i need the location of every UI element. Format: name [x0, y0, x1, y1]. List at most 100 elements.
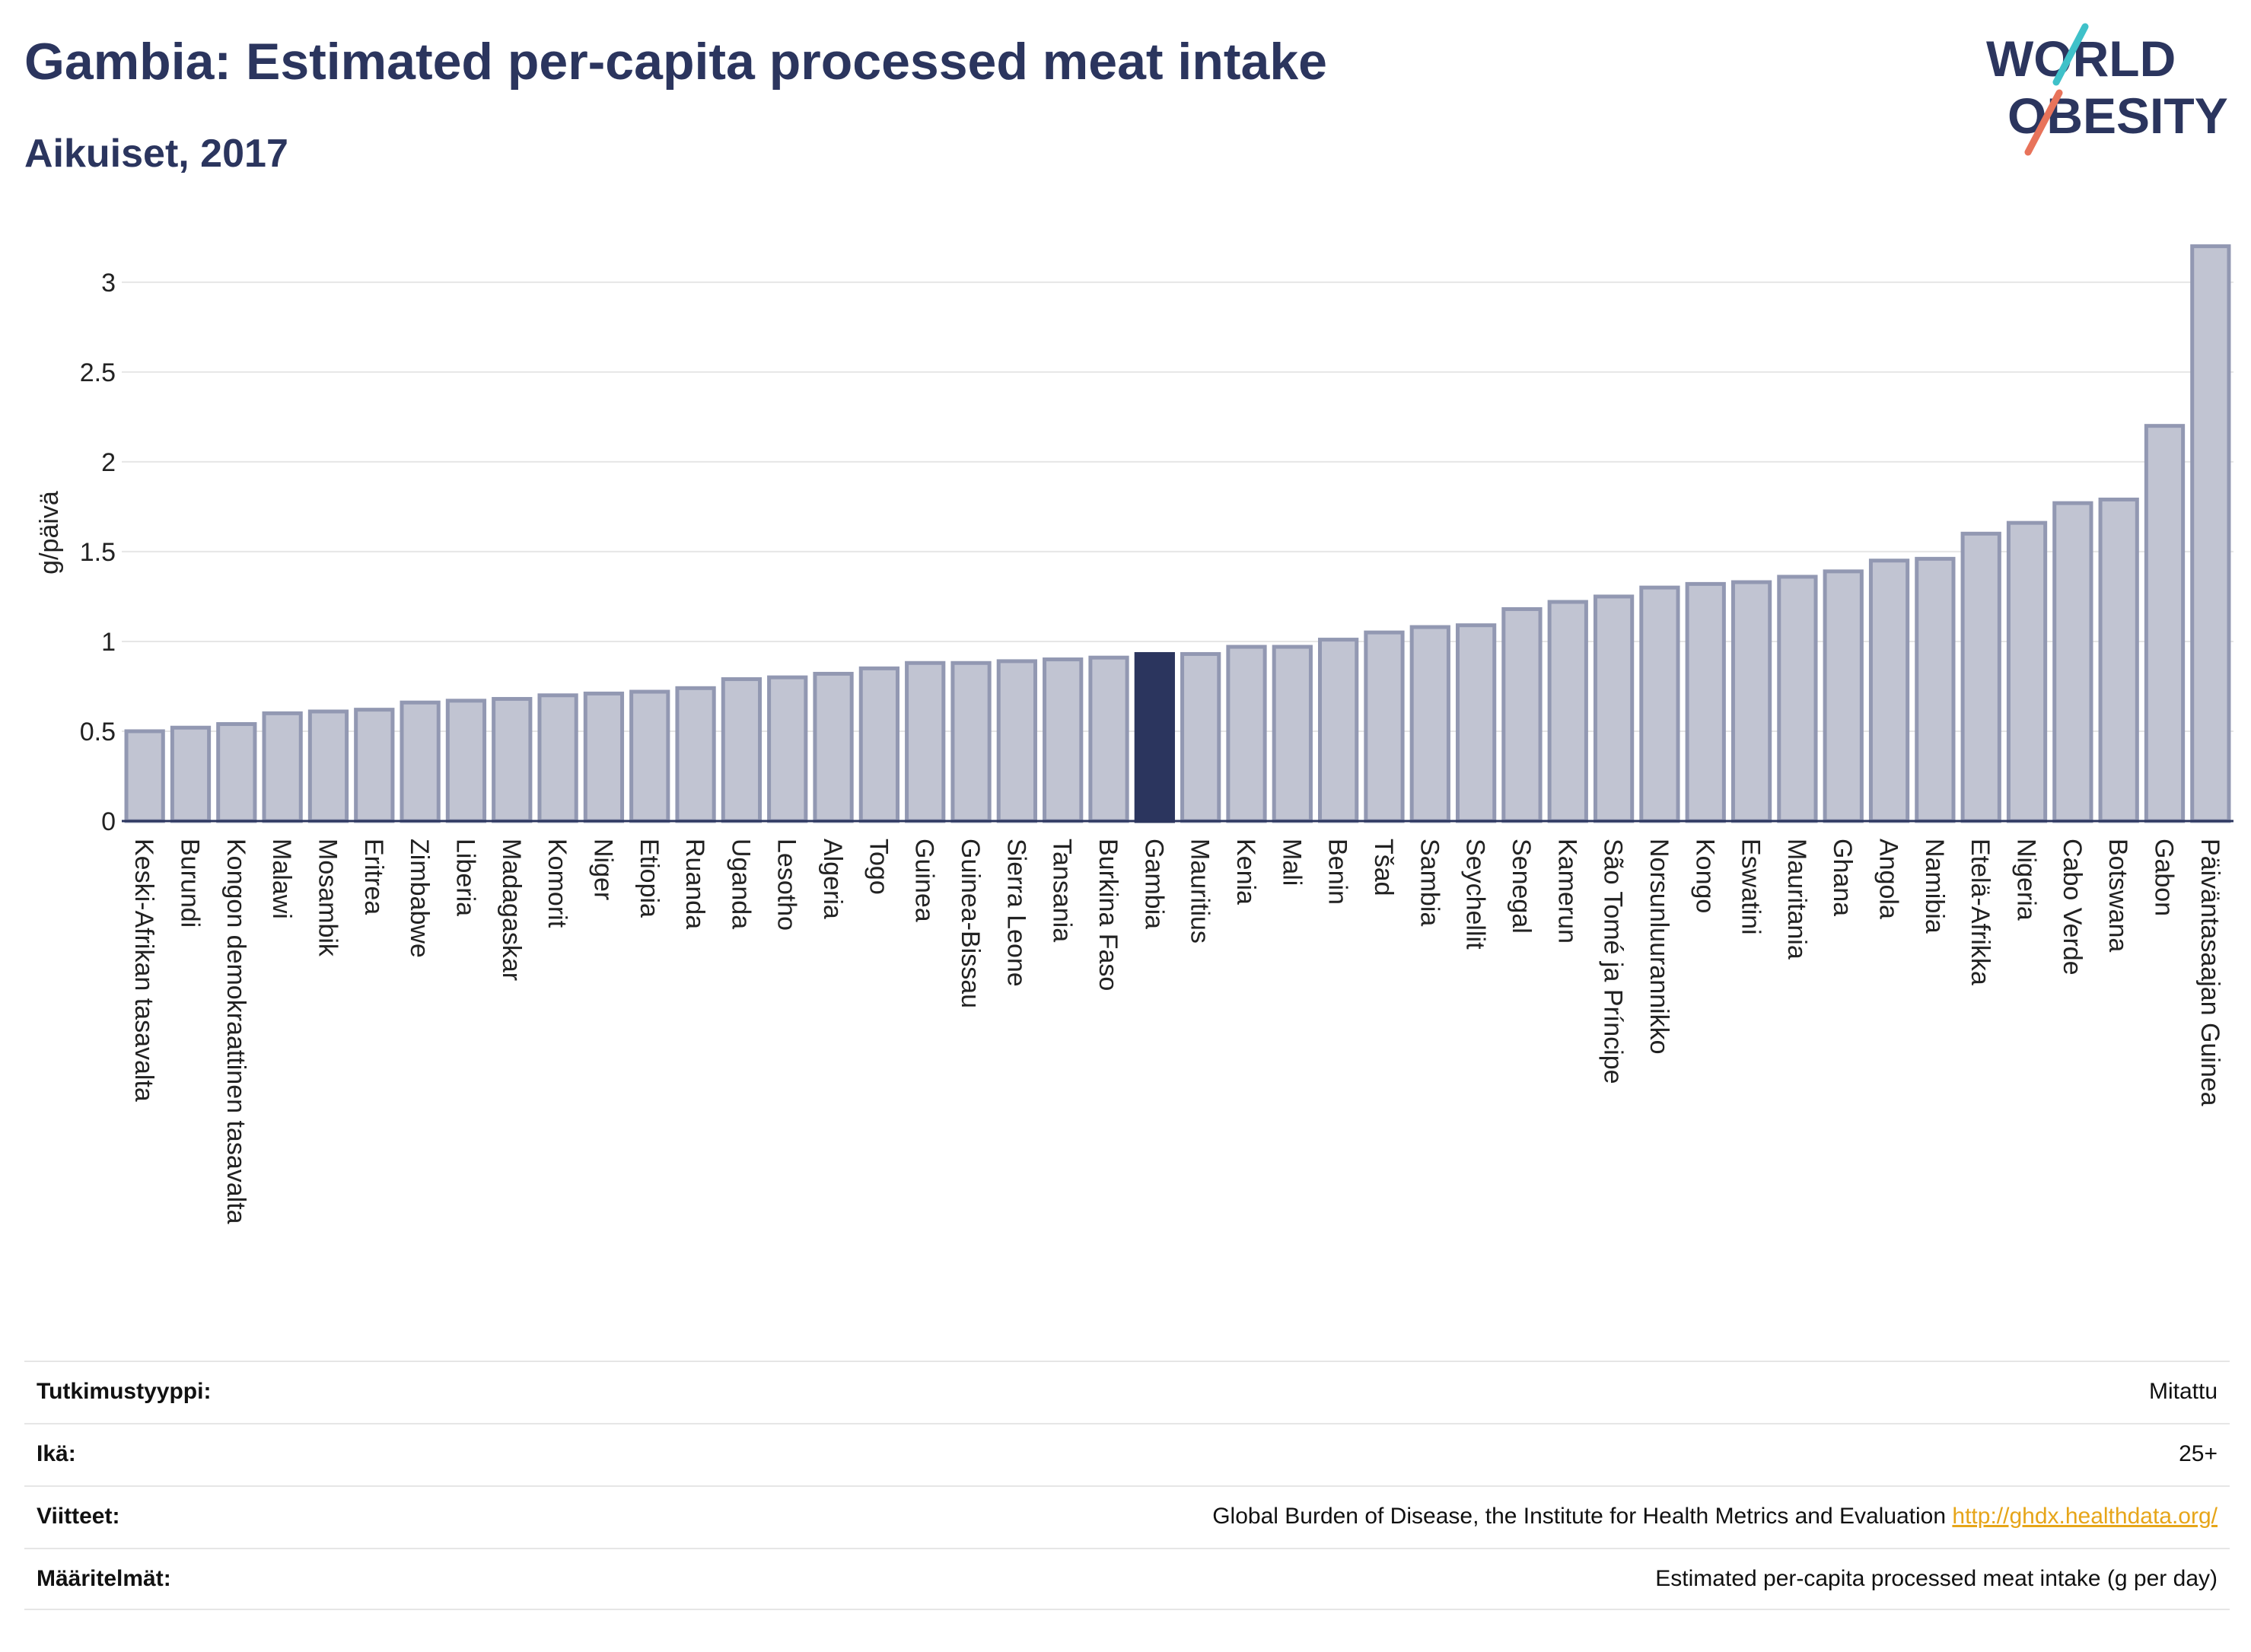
bar	[583, 691, 625, 823]
bar	[1593, 594, 1635, 823]
bar	[262, 711, 303, 823]
y-tick-label: 2.5	[80, 358, 116, 387]
bar	[445, 699, 487, 823]
bar	[492, 696, 533, 823]
y-tick-label: 1	[101, 628, 116, 657]
bar	[124, 729, 165, 823]
x-category-label: Etelä-Afrikka	[1966, 839, 1995, 985]
bar	[767, 675, 808, 823]
bar	[1639, 585, 1680, 823]
bar	[629, 689, 670, 823]
x-category-label: Botswana	[2103, 839, 2132, 952]
bar	[1272, 645, 1313, 823]
x-category-label: Ghana	[1828, 839, 1857, 916]
x-category-label: Burkina Faso	[1094, 839, 1122, 991]
bar	[1823, 569, 1864, 823]
x-category-label: Kenia	[1231, 839, 1260, 905]
x-category-label: Etiopia	[635, 839, 664, 918]
y-tick-label: 3	[101, 269, 116, 298]
bar	[307, 709, 349, 823]
x-category-label: Guinea	[910, 839, 939, 922]
x-category-label: Kamerun	[1552, 839, 1581, 944]
y-tick-labels: 0 0.5 1 1.5 2 2.5 3	[80, 269, 116, 836]
bar	[905, 660, 946, 823]
x-category-label: Algeria	[818, 839, 847, 919]
meta-row-study-type: Tutkimustyyppi: Mitattu	[24, 1361, 2230, 1423]
bar	[2052, 501, 2093, 823]
bar	[170, 725, 212, 823]
bar	[1043, 657, 1084, 823]
x-category-label: Mali	[1277, 839, 1306, 886]
x-category-label: Tšad	[1369, 839, 1398, 896]
bar	[1501, 606, 1543, 823]
meta-row-age: Ikä: 25+	[24, 1423, 2230, 1485]
bar	[1364, 630, 1405, 823]
bar	[1777, 575, 1818, 823]
x-category-label: Ruanda	[680, 839, 709, 929]
x-category-label: Eswatini	[1737, 839, 1765, 935]
x-category-label: Tansania	[1048, 839, 1077, 942]
x-category-label: São Tomé ja Príncipe	[1599, 839, 1628, 1084]
bar	[1226, 645, 1267, 823]
bar	[2144, 424, 2186, 823]
bar	[537, 693, 578, 823]
x-category-label: Mauritius	[1186, 839, 1215, 944]
x-category-label: Nigeria	[2012, 839, 2041, 921]
x-category-label: Burundi	[175, 839, 204, 928]
logo-slash-teal	[2052, 23, 2089, 86]
bars	[124, 244, 2231, 823]
bar	[950, 660, 992, 823]
x-category-label: Angola	[1874, 839, 1903, 919]
bar	[1455, 623, 1497, 823]
bar	[996, 659, 1037, 823]
x-category-label: Togo	[864, 839, 893, 895]
x-category-label: Cabo Verde	[2058, 839, 2087, 976]
bar	[813, 671, 854, 823]
bar	[2098, 497, 2139, 823]
bar	[400, 700, 441, 823]
meta-value: Estimated per-capita processed meat inta…	[1655, 1566, 2218, 1591]
y-tick-label: 0	[101, 807, 116, 836]
meta-value: Mitattu	[2148, 1379, 2218, 1404]
bar	[2190, 244, 2231, 823]
page-title: Gambia: Estimated per-capita processed m…	[24, 33, 1327, 91]
x-category-label: Uganda	[726, 839, 755, 929]
bar	[1318, 638, 1359, 823]
x-category-label: Sierra Leone	[1001, 839, 1030, 987]
x-category-label: Madagaskar	[497, 839, 526, 981]
meta-label: Ikä:	[37, 1441, 76, 1466]
bar	[1960, 531, 2001, 823]
world-obesity-logo: WORLD OBESITY	[1986, 23, 2228, 156]
meta-row-definitions: Määritelmät: Estimated per-capita proces…	[24, 1548, 2230, 1610]
x-category-label: Senegal	[1507, 839, 1536, 934]
x-category-labels: Keski-Afrikan tasavalta Burundi Kongon dem…	[129, 839, 2224, 1224]
bar	[675, 686, 716, 823]
x-category-label: Kongon demokraattinen tasavalta	[221, 839, 250, 1224]
meta-label: Viitteet:	[37, 1504, 120, 1529]
bar-highlighted	[1134, 651, 1175, 823]
bar	[1685, 581, 1726, 823]
reference-link[interactable]: http://ghdx.healthdata.org/	[1952, 1504, 2218, 1529]
x-category-label: Keski-Afrikan tasavalta	[129, 839, 158, 1102]
x-category-label: Kongo	[1690, 839, 1719, 913]
bar-chart: 0 0.5 1 1.5 2 2.5 3 Keski-Afrikan tasavalta Bur…	[35, 244, 2233, 1224]
x-category-label: Gabon	[2150, 839, 2179, 916]
bar	[721, 677, 763, 823]
x-category-label: Komorit	[543, 839, 572, 928]
x-category-label: Mauritania	[1782, 839, 1811, 960]
x-category-label: Niger	[588, 839, 617, 900]
bar	[1730, 580, 1772, 823]
bar	[354, 708, 395, 823]
meta-label: Määritelmät:	[37, 1566, 171, 1591]
x-category-label: Namibia	[1920, 839, 1949, 934]
bar	[1547, 600, 1588, 823]
x-category-label: Sambia	[1415, 839, 1444, 926]
meta-value-references: Global Burden of Disease, the Institute …	[1212, 1504, 2218, 1529]
x-category-label: Eritrea	[359, 839, 388, 915]
meta-value: 25+	[2179, 1441, 2218, 1466]
bar	[2006, 520, 2048, 823]
meta-row-references: Viitteet: Global Burden of Disease, the …	[24, 1485, 2230, 1548]
bar	[1868, 559, 1910, 823]
y-tick-label: 2	[101, 448, 116, 477]
x-category-label: Gambia	[1139, 839, 1168, 929]
